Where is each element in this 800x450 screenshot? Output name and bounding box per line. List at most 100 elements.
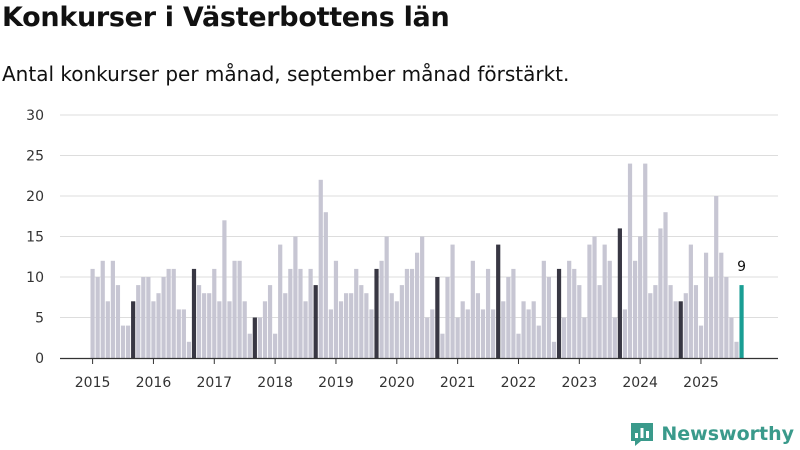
bar: [100, 260, 105, 358]
bar: [648, 293, 653, 358]
x-tick-label: 2022: [501, 375, 537, 391]
bar: [222, 220, 227, 358]
bar: [227, 301, 232, 358]
bar: [572, 268, 577, 358]
bar-september: [131, 301, 136, 358]
bar: [186, 341, 192, 358]
bar: [420, 236, 425, 358]
latest-value-label: 9: [737, 259, 746, 275]
bar: [283, 293, 288, 358]
bar: [389, 293, 394, 358]
bar-september: [556, 268, 562, 358]
y-tick-label: 15: [26, 230, 44, 246]
bar: [526, 309, 531, 358]
bar: [318, 179, 323, 358]
bar: [262, 301, 268, 358]
bar: [333, 260, 339, 358]
bar: [202, 293, 207, 358]
bar: [531, 301, 536, 358]
bar: [369, 309, 374, 358]
x-tick-label: 2019: [318, 375, 354, 391]
y-tick-label: 20: [26, 189, 44, 205]
bar-september: [191, 268, 197, 358]
bar: [516, 333, 521, 358]
bar: [622, 309, 628, 358]
bar: [207, 293, 212, 358]
bar-september: [617, 228, 622, 358]
bar: [673, 301, 678, 358]
bar: [288, 268, 293, 358]
bar: [546, 277, 551, 358]
bar-september: [496, 244, 501, 358]
bar: [181, 309, 186, 358]
bar: [303, 301, 308, 358]
bar: [607, 260, 612, 358]
x-tick-label: 2015: [75, 375, 111, 391]
bar: [212, 268, 217, 358]
y-tick-label: 30: [26, 108, 44, 124]
bar: [627, 163, 633, 358]
bar: [541, 260, 546, 358]
bar: [257, 317, 263, 358]
bar: [217, 301, 222, 358]
bar: [577, 285, 582, 358]
bar: [125, 325, 131, 358]
bar: [653, 285, 658, 358]
bar: [501, 301, 506, 358]
bar: [354, 268, 359, 358]
bar-september: [435, 277, 440, 358]
bar: [506, 277, 511, 358]
bar: [161, 277, 166, 358]
bar: [597, 285, 602, 358]
bar: [344, 293, 349, 358]
newsworthy-brand[interactable]: Newsworthy: [629, 421, 794, 447]
bar: [719, 252, 724, 358]
bar: [115, 285, 121, 358]
bar: [156, 293, 161, 358]
x-tick-label: 2016: [136, 375, 172, 391]
x-tick-label: 2020: [379, 375, 415, 391]
bar: [663, 212, 668, 358]
bar: [551, 341, 557, 358]
bar: [349, 293, 354, 358]
bar-latest: [739, 285, 744, 358]
bar: [521, 301, 526, 358]
bar: [267, 285, 273, 358]
x-tick-label: 2017: [196, 375, 232, 391]
bar: [242, 301, 247, 358]
bar: [141, 277, 146, 358]
bar: [445, 277, 450, 358]
x-tick-label: 2018: [257, 375, 293, 391]
newsworthy-logo-icon: [631, 423, 654, 446]
bar: [414, 252, 420, 358]
bar: [602, 244, 607, 358]
y-tick-label: 25: [26, 149, 44, 165]
bar: [683, 293, 688, 358]
bar: [232, 260, 237, 358]
bar: [176, 309, 181, 358]
x-tick-label: 2025: [683, 375, 719, 391]
bar: [105, 301, 110, 358]
bar: [278, 244, 283, 358]
bar: [359, 285, 364, 358]
bar: [562, 317, 567, 358]
bar: [734, 341, 739, 358]
bar: [293, 236, 298, 358]
bar: [298, 268, 303, 358]
bar: [90, 268, 95, 358]
bar: [399, 285, 404, 358]
bar: [536, 325, 541, 358]
bar: [668, 285, 673, 358]
bar: [714, 196, 719, 358]
bar: [475, 293, 481, 358]
bar: [485, 268, 491, 358]
bar: [151, 301, 156, 358]
bar: [338, 301, 344, 358]
bar: [166, 268, 171, 358]
bar: [120, 325, 126, 358]
bar: [632, 260, 638, 358]
bar: [470, 260, 475, 358]
bar-september: [313, 285, 318, 358]
bar: [688, 244, 693, 358]
